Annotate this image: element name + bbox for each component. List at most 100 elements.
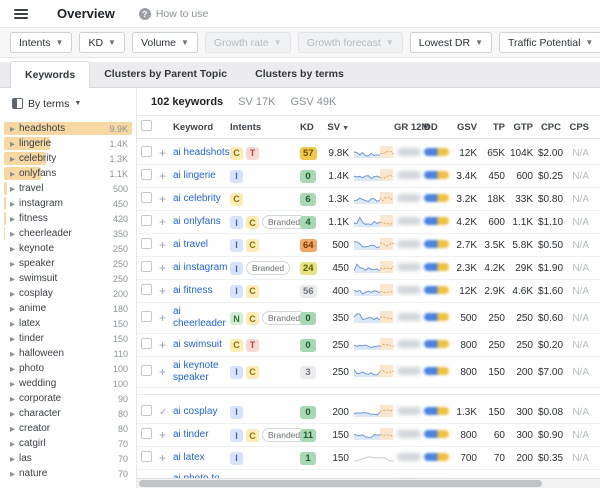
- keyword-link[interactable]: ai instagram: [173, 262, 228, 273]
- term-expand-icon[interactable]: ▶: [10, 440, 15, 448]
- term-expand-icon[interactable]: ▶: [10, 200, 15, 208]
- term-expand-icon[interactable]: ▶: [10, 125, 15, 133]
- add-to-list-button[interactable]: +: [159, 310, 167, 325]
- term-expand-icon[interactable]: ▶: [10, 470, 15, 478]
- row-checkbox[interactable]: [141, 338, 152, 349]
- row-checkbox[interactable]: [141, 405, 152, 416]
- row-checkbox[interactable]: [141, 215, 152, 226]
- term-expand-icon[interactable]: ▶: [10, 170, 15, 178]
- filter-button-volume[interactable]: Volume ▼: [131, 32, 198, 53]
- tab-clusters-by-terms[interactable]: Clusters by terms: [255, 68, 344, 80]
- keyword-link[interactable]: ai keynote speaker: [173, 360, 219, 383]
- row-checkbox[interactable]: [141, 146, 152, 157]
- term-expand-icon[interactable]: ▶: [10, 155, 15, 163]
- column-header-dd[interactable]: DD: [424, 122, 452, 133]
- menu-icon[interactable]: [14, 8, 28, 19]
- row-checkbox[interactable]: [141, 192, 152, 203]
- row-checkbox[interactable]: [141, 428, 152, 439]
- sidebar-term-row[interactable]: ▶ headshots 9.9K: [0, 121, 136, 136]
- row-checkbox[interactable]: [141, 261, 152, 272]
- row-checkbox[interactable]: [141, 451, 152, 462]
- filter-button-traffic-potential[interactable]: Traffic Potential ▼: [499, 32, 600, 53]
- sidebar-term-row[interactable]: ▶ cheerleader 350: [0, 226, 136, 241]
- term-expand-icon[interactable]: ▶: [10, 365, 15, 373]
- select-all-checkbox[interactable]: [141, 120, 152, 131]
- sidebar-term-row[interactable]: ▶ anime 180: [0, 301, 136, 316]
- column-header-gsv[interactable]: GSV: [452, 122, 482, 133]
- add-to-list-button[interactable]: +: [159, 427, 167, 442]
- keyword-link[interactable]: ai latex: [173, 452, 205, 463]
- column-header-tp[interactable]: TP: [482, 122, 510, 133]
- sidebar-term-row[interactable]: ▶ travel 500: [0, 181, 136, 196]
- sidebar-term-row[interactable]: ▶ wedding 100: [0, 376, 136, 391]
- column-header-gtp[interactable]: GTP: [510, 122, 538, 133]
- sidebar-term-row[interactable]: ▶ nature 70: [0, 466, 136, 481]
- sidebar-term-row[interactable]: ▶ swimsuit 250: [0, 271, 136, 286]
- column-header-gr[interactable]: GR 12M: [394, 122, 429, 133]
- add-to-list-button[interactable]: +: [159, 168, 167, 183]
- add-to-list-button[interactable]: +: [159, 337, 167, 352]
- keyword-link[interactable]: ai tinder: [173, 429, 209, 440]
- row-checkbox[interactable]: [141, 365, 152, 376]
- keyword-link[interactable]: ai onlyfans: [173, 216, 221, 227]
- row-checkbox[interactable]: [141, 169, 152, 180]
- row-checkbox[interactable]: [141, 238, 152, 249]
- term-expand-icon[interactable]: ▶: [10, 245, 15, 253]
- sidebar-term-row[interactable]: ▶ cosplay 200: [0, 286, 136, 301]
- keyword-link[interactable]: ai fitness: [173, 285, 213, 296]
- filter-button-kd[interactable]: KD ▼: [79, 32, 125, 53]
- add-to-list-button[interactable]: +: [159, 145, 167, 160]
- term-expand-icon[interactable]: ▶: [10, 410, 15, 418]
- add-to-list-button[interactable]: +: [159, 237, 167, 252]
- sidebar-term-row[interactable]: ▶ catgirl 70: [0, 436, 136, 451]
- sidebar-term-row[interactable]: ▶ character 80: [0, 406, 136, 421]
- sidebar-term-row[interactable]: ▶ keynote 250: [0, 241, 136, 256]
- how-to-use-link[interactable]: ? How to use: [138, 7, 208, 20]
- term-expand-icon[interactable]: ▶: [10, 140, 15, 148]
- sidebar-term-row[interactable]: ▶ onlyfans 1.1K: [0, 166, 136, 181]
- row-checkbox[interactable]: [141, 284, 152, 295]
- keyword-link[interactable]: ai swimsuit: [173, 339, 222, 350]
- sidebar-term-row[interactable]: ▶ fitness 420: [0, 211, 136, 226]
- term-expand-icon[interactable]: ▶: [10, 395, 15, 403]
- column-header-cps[interactable]: CPS: [566, 122, 594, 133]
- add-to-list-button[interactable]: +: [159, 214, 167, 229]
- term-expand-icon[interactable]: ▶: [10, 380, 15, 388]
- sidebar-term-row[interactable]: ▶ lingerie 1.4K: [0, 136, 136, 151]
- term-expand-icon[interactable]: ▶: [10, 215, 15, 223]
- term-expand-icon[interactable]: ▶: [10, 350, 15, 358]
- column-header-keyword[interactable]: Keyword: [173, 122, 230, 133]
- sidebar-term-row[interactable]: ▶ corporate 90: [0, 391, 136, 406]
- add-to-list-button[interactable]: +: [159, 364, 167, 379]
- add-to-list-button[interactable]: +: [159, 450, 167, 465]
- term-expand-icon[interactable]: ▶: [10, 185, 15, 193]
- term-expand-icon[interactable]: ▶: [10, 335, 15, 343]
- term-expand-icon[interactable]: ▶: [10, 320, 15, 328]
- sidebar-term-row[interactable]: ▶ photo 100: [0, 361, 136, 376]
- sidebar-term-row[interactable]: ▶ las 70: [0, 451, 136, 466]
- tab-keywords[interactable]: Keywords: [10, 61, 91, 88]
- terms-view-toggle[interactable]: By terms ▼: [0, 88, 136, 119]
- column-header-cpc[interactable]: CPC: [538, 122, 566, 133]
- term-expand-icon[interactable]: ▶: [10, 425, 15, 433]
- horizontal-scrollbar[interactable]: [137, 478, 600, 488]
- filter-button-lowest-dr[interactable]: Lowest DR ▼: [409, 32, 493, 53]
- sidebar-term-row[interactable]: ▶ tinder 150: [0, 331, 136, 346]
- row-checkbox[interactable]: [141, 311, 152, 322]
- term-expand-icon[interactable]: ▶: [10, 260, 15, 268]
- sidebar-term-row[interactable]: ▶ halloween 110: [0, 346, 136, 361]
- tab-clusters-by-parent-topic[interactable]: Clusters by Parent Topic: [104, 68, 228, 80]
- filter-button-intents[interactable]: Intents ▼: [10, 32, 73, 53]
- term-expand-icon[interactable]: ▶: [10, 305, 15, 313]
- horizontal-scrollbar-thumb[interactable]: [139, 480, 542, 487]
- keyword-link[interactable]: ai cosplay: [173, 406, 218, 417]
- sidebar-term-row[interactable]: ▶ speaker 250: [0, 256, 136, 271]
- sidebar-term-row[interactable]: ▶ creator 80: [0, 421, 136, 436]
- add-to-list-button[interactable]: +: [159, 260, 167, 275]
- sidebar-term-row[interactable]: ▶ celebrity 1.3K: [0, 151, 136, 166]
- term-expand-icon[interactable]: ▶: [10, 230, 15, 238]
- sidebar-term-row[interactable]: ▶ latex 150: [0, 316, 136, 331]
- term-expand-icon[interactable]: ▶: [10, 455, 15, 463]
- column-header-sv[interactable]: SV ▼: [324, 122, 354, 133]
- keyword-link[interactable]: ai celebrity: [173, 193, 221, 204]
